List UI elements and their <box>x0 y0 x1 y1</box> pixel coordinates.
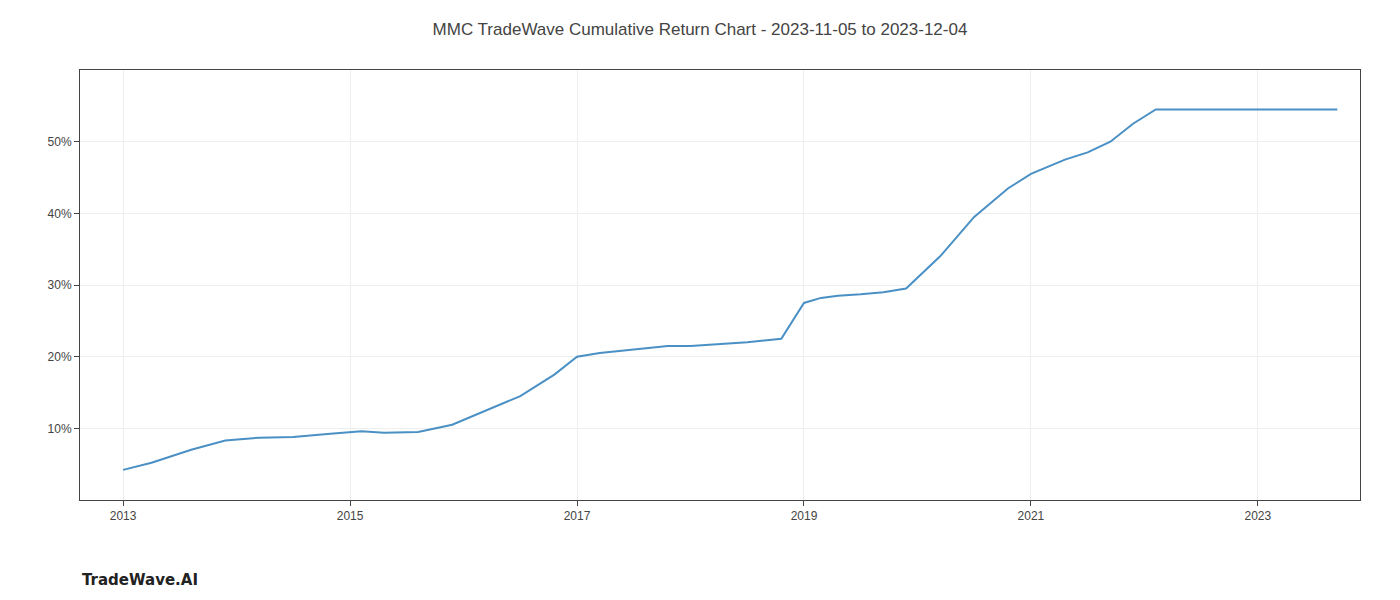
svg-text:2021: 2021 <box>1018 509 1045 523</box>
svg-text:TradeWave.AI: TradeWave.AI <box>82 571 198 589</box>
svg-text:30%: 30% <box>48 278 72 292</box>
svg-text:10%: 10% <box>48 422 72 436</box>
svg-text:40%: 40% <box>48 207 72 221</box>
svg-text:50%: 50% <box>48 135 72 149</box>
svg-text:2013: 2013 <box>110 509 137 523</box>
svg-text:2019: 2019 <box>791 509 818 523</box>
svg-text:2015: 2015 <box>337 509 364 523</box>
svg-text:20%: 20% <box>48 350 72 364</box>
svg-text:2023: 2023 <box>1245 509 1272 523</box>
svg-text:2017: 2017 <box>564 509 591 523</box>
svg-text:MMC TradeWave Cumulative Retur: MMC TradeWave Cumulative Return Chart - … <box>433 20 968 39</box>
